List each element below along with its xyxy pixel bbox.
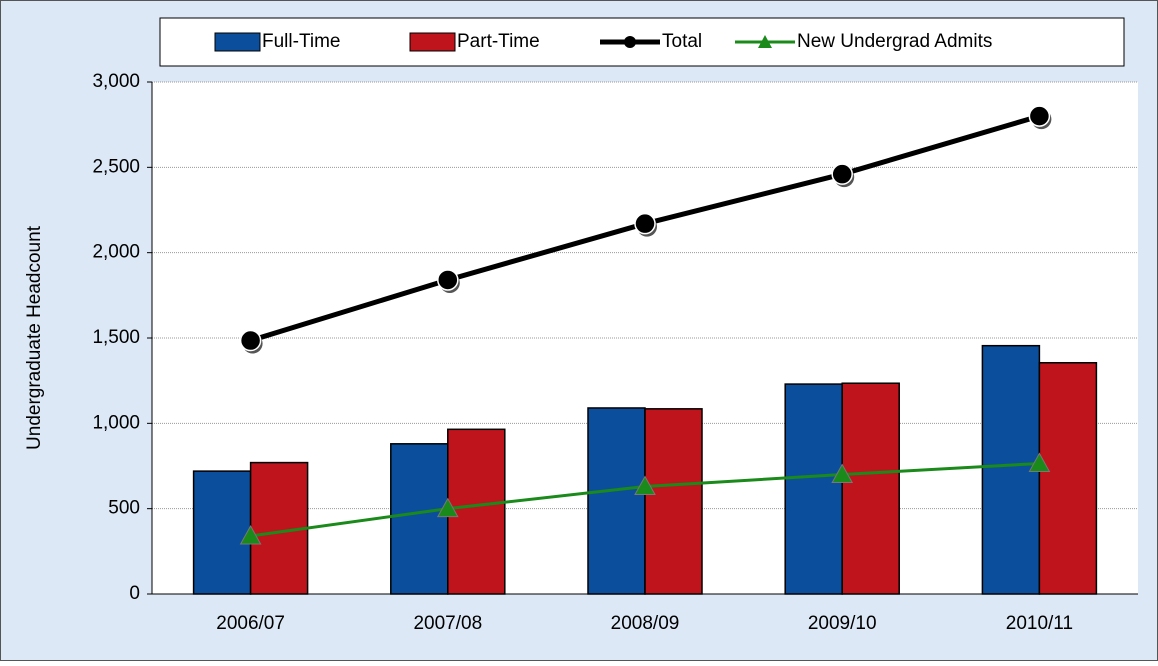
marker [831,463,854,484]
y-tick-label: 1,500 [92,327,140,348]
legend-swatch [214,32,261,52]
bar [447,428,506,595]
legend-label: Total [662,31,702,52]
y-tick-label: 500 [108,498,140,519]
bar [192,470,252,595]
marker [634,212,656,235]
marker [1028,452,1051,472]
x-tick-label: 2009/10 [808,613,877,634]
bar [644,408,703,595]
marker [437,269,459,291]
bar [841,382,900,595]
y-tick-label: 2,500 [92,156,140,177]
marker [239,329,262,352]
y-tick-label: 3,000 [92,71,140,92]
legend-marker [624,36,636,48]
y-axis-label: Undergraduate Headcount [24,225,45,450]
bar [390,443,449,595]
y-tick-label: 2,000 [92,242,140,263]
x-tick-label: 2006/07 [216,613,285,634]
bar [1038,361,1098,595]
legend-label: Part-Time [457,31,540,52]
y-tick-label: 0 [129,583,140,604]
x-tick-label: 2010/11 [1006,613,1073,634]
legend-swatch [409,32,456,52]
marker [831,163,853,185]
bar [587,407,646,595]
marker [436,497,459,518]
legend-marker [758,35,772,48]
x-tick-label: 2008/09 [611,613,680,634]
x-tick-label: 2007/08 [413,613,482,634]
marker [1028,105,1051,127]
marker [634,475,656,495]
legend-label: Full-Time [262,31,340,52]
bar [784,383,843,595]
legend-label: New Undergrad Admits [797,31,992,52]
marker [239,524,262,545]
y-tick-label: 1,000 [92,412,140,433]
